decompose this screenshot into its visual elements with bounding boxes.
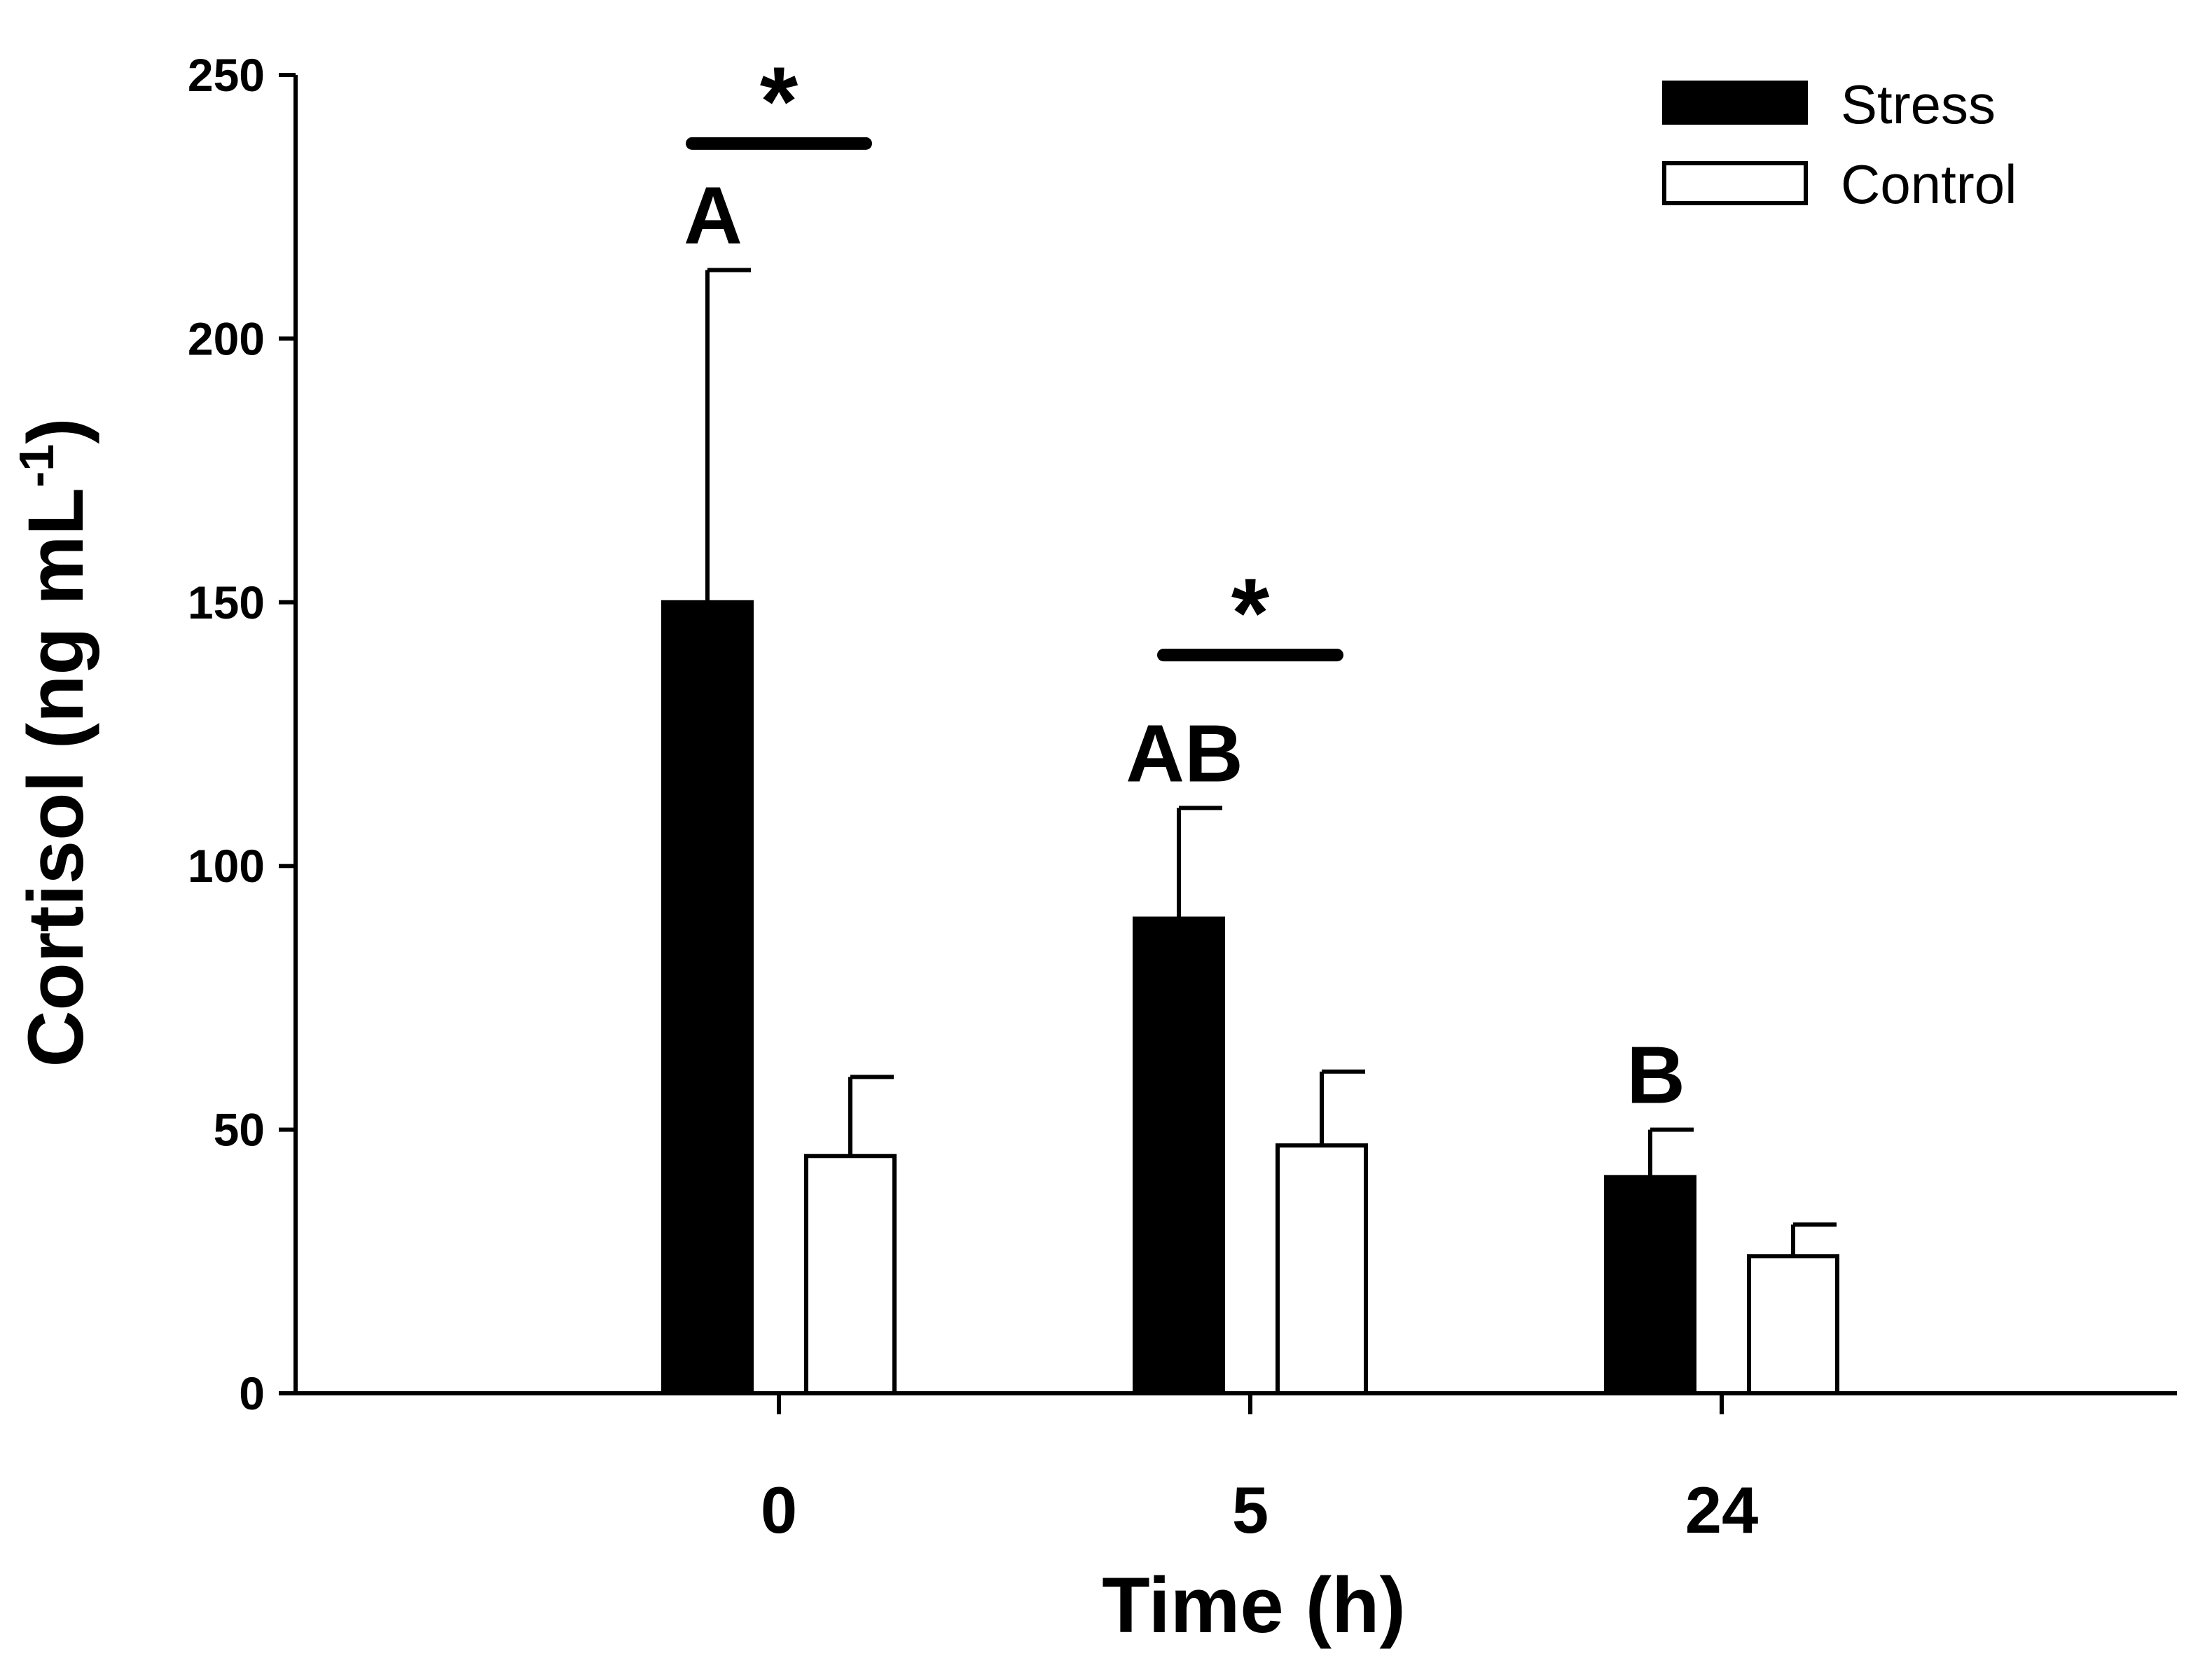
bar-control [804,1154,897,1395]
legend-swatch-control [1662,161,1808,205]
legend-label-stress: Stress [1841,74,1996,135]
legend: Stress Control [1662,74,2017,215]
group-letter: AB [1126,708,1243,799]
y-axis-title-superscript: -1 [9,444,64,488]
group-letter: B [1626,1030,1685,1121]
y-tick-label: 200 [188,312,265,364]
bar-stress [661,600,754,1395]
x-axis-title: Time (h) [1102,1561,1406,1649]
y-axis-title: Cortisol (ng mL-1) [9,418,99,1067]
y-tick-label: 100 [188,840,265,892]
y-axis-title-close: ) [12,418,99,443]
x-tick-label: 0 [761,1473,797,1547]
group-letter: A [684,170,742,261]
bar-control [1747,1254,1839,1395]
y-tick-label: 50 [214,1104,265,1156]
plot-area: 0 50 100 150 200 250 0 5 24 A AB B * * [188,46,2177,1547]
y-tick-label: 250 [188,49,265,101]
y-tick-label: 0 [239,1367,265,1419]
legend-label-control: Control [1841,153,2017,215]
significance-star: * [1231,558,1270,668]
y-tick-label: 150 [188,577,265,628]
x-tick-label: 5 [1232,1473,1269,1547]
bar-stress [1133,916,1225,1395]
y-axis-title-main: Cortisol (ng mL [12,488,99,1067]
significance-star: * [760,46,799,156]
x-tick-label: 24 [1685,1473,1759,1547]
bar-control [1276,1143,1368,1395]
bar-stress [1604,1175,1696,1396]
legend-swatch-stress [1662,81,1808,125]
